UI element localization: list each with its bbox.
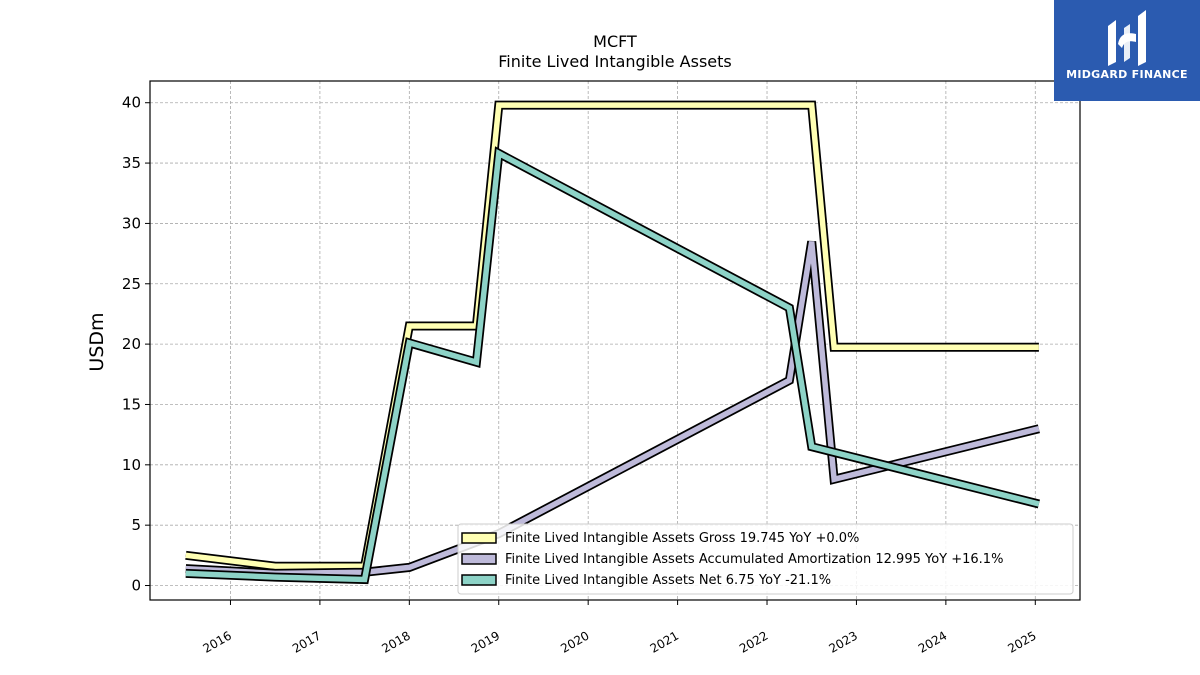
x-tick-label: 2018 [379,628,412,655]
y-tick-label: 20 [122,335,141,353]
x-tick-label: 2019 [469,628,502,655]
y-tick-label: 15 [122,395,141,413]
chart-title: MCFT [593,32,637,51]
x-tick-label: 2025 [1005,628,1038,655]
logo-mark-icon [1108,10,1146,66]
plot-frame [149,80,1081,601]
legend: Finite Lived Intangible Assets Gross 19.… [457,523,1074,595]
y-tick-label: 30 [122,214,141,232]
y-axis-label: USDm [86,312,108,371]
y-tick-label: 40 [122,94,141,112]
legend-label-1: Finite Lived Intangible Assets Accumulat… [505,552,1003,567]
x-tick-label: 2024 [916,628,949,655]
x-tick-label: 2020 [558,628,591,655]
legend-box [457,523,1074,595]
y-tick-label: 10 [122,456,141,474]
legend-label-0: Finite Lived Intangible Assets Gross 19.… [505,531,859,546]
x-tick-label: 2023 [826,628,859,655]
legend-swatch-2 [461,574,497,586]
x-tick-label: 2021 [648,628,681,655]
y-tick-label: 5 [131,516,141,534]
y-tick-label: 25 [122,275,141,293]
legend-swatch-1 [461,553,497,565]
series-line-2 [185,149,1040,583]
series-outline-0 [185,100,1039,571]
series-outline-2 [185,146,1041,585]
grid [150,81,1080,600]
x-tick-label: 2017 [290,628,323,655]
legend-swatch-0 [461,532,497,544]
x-tick-label: 2016 [201,628,234,655]
y-tick-label: 35 [122,154,141,172]
midgard-finance-logo: MIDGARD FINANCE [1054,0,1200,101]
legend-label-2: Finite Lived Intangible Assets Net 6.75 … [505,573,831,588]
y-tick-label: 0 [131,577,141,595]
series-lines [185,100,1041,585]
chart-subtitle: Finite Lived Intangible Assets [498,52,731,71]
x-tick-label: 2022 [737,628,770,655]
logo-text: MIDGARD FINANCE [1066,68,1188,81]
series-line-0 [185,102,1039,569]
